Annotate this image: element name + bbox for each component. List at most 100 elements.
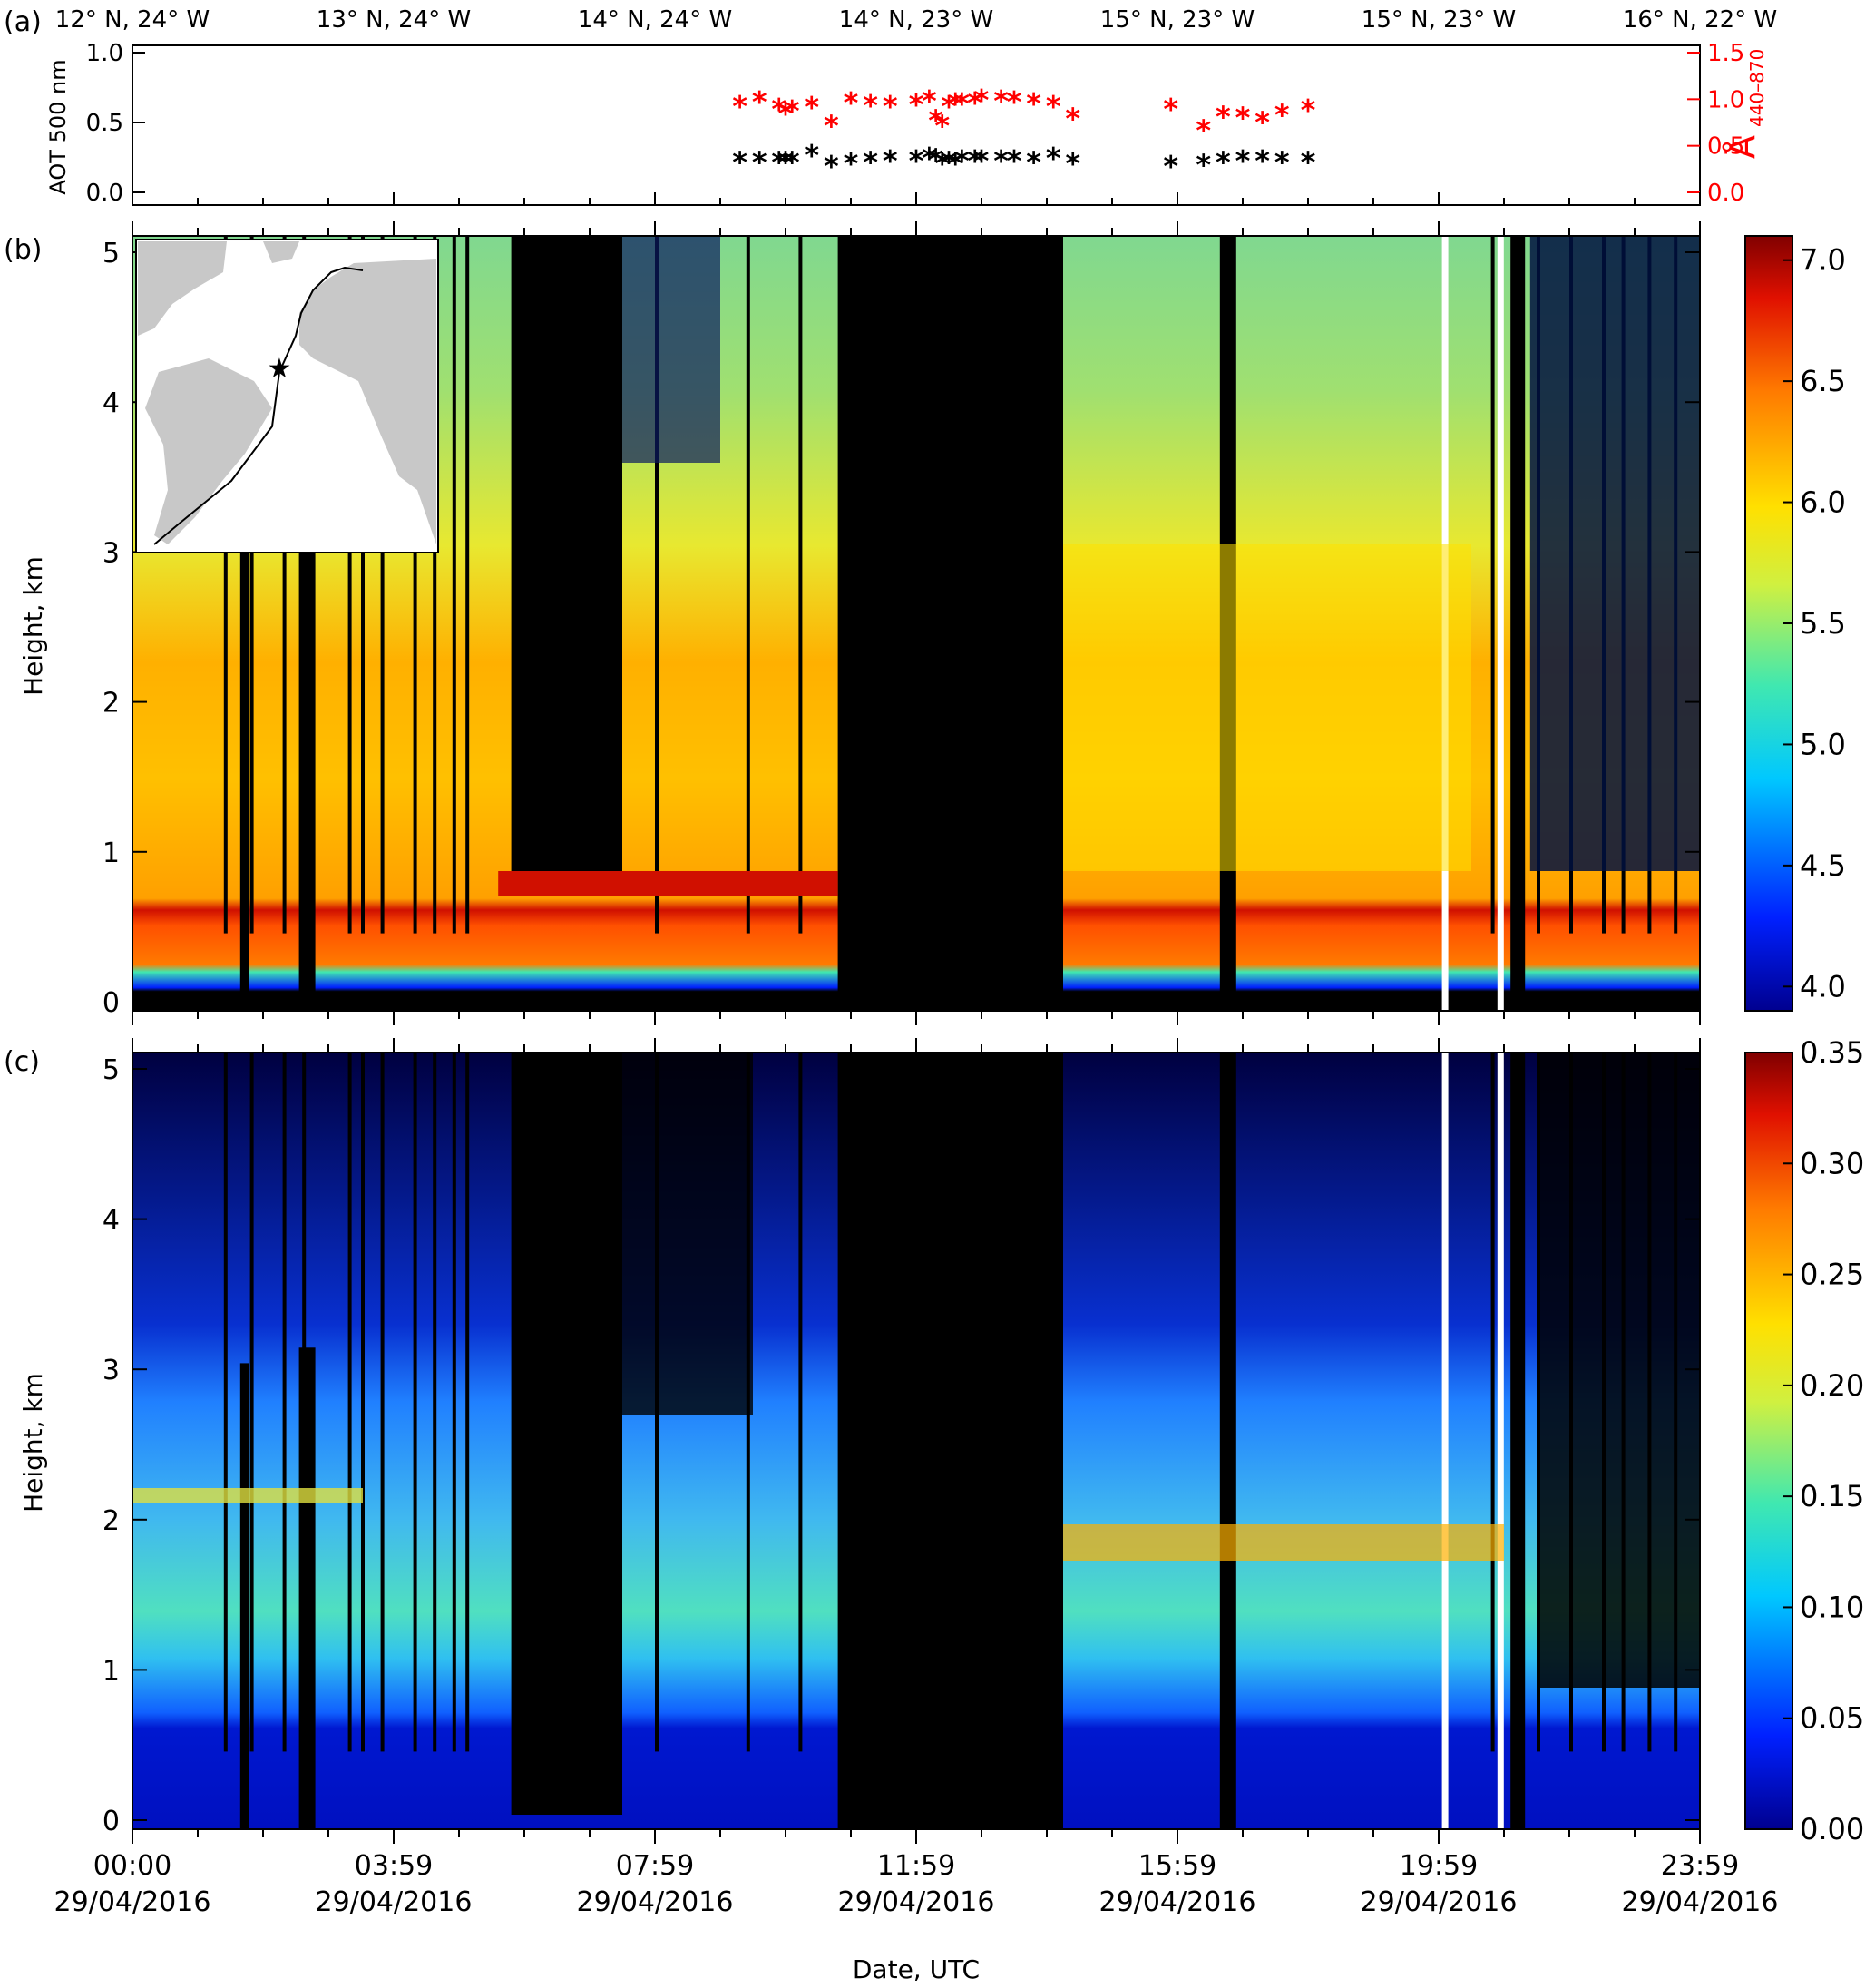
nodata-line bbox=[1510, 236, 1526, 1011]
nodata-line bbox=[361, 1053, 365, 1752]
nodata-line bbox=[1219, 1053, 1236, 1829]
angstrom-point: * bbox=[863, 88, 878, 122]
panel-label-b: (b) bbox=[4, 234, 42, 266]
panel-b-ticks: 0 1 2 3 4 5 bbox=[103, 221, 1701, 1025]
top-position-label: 16° N, 22° W bbox=[1623, 6, 1777, 34]
colorbar-tick-label: 0.05 bbox=[1800, 1701, 1864, 1736]
angstrom-point: * bbox=[844, 85, 859, 120]
angstrom-point: * bbox=[1163, 93, 1178, 127]
aot-point: * bbox=[1255, 144, 1270, 179]
angstrom-point: * bbox=[883, 90, 898, 124]
angstrom-point: * bbox=[785, 94, 800, 129]
aot-point: * bbox=[948, 147, 963, 181]
panel-a-ticks: 0.0 0.5 1.0 0.0 0.5 1.0 1.5 bbox=[86, 40, 1745, 207]
nodata-line bbox=[361, 236, 365, 934]
nodata-line bbox=[433, 1053, 437, 1752]
y-tick-label: 0 bbox=[103, 1806, 120, 1837]
y-tick-label: 2 bbox=[103, 688, 120, 720]
nodata-line bbox=[413, 1053, 417, 1752]
nodata-line bbox=[298, 530, 316, 1011]
data-gap bbox=[1497, 1053, 1504, 1829]
aot-point: * bbox=[1046, 142, 1061, 176]
colorbar-tick-label: 5.5 bbox=[1800, 606, 1846, 641]
angstrom-subscript: 440–870 bbox=[1746, 49, 1768, 127]
date-tick-label: 29/04/2016 bbox=[316, 1886, 473, 1918]
angstrom-point: * bbox=[771, 93, 786, 127]
top-position-label: 12° N, 24° W bbox=[55, 6, 210, 34]
nodata-line bbox=[249, 236, 254, 934]
panel-a-right-ylabel: Å 440–870 bbox=[1723, 49, 1768, 159]
aot-point: * bbox=[954, 144, 970, 179]
aot-point: * bbox=[863, 145, 878, 180]
position-star-icon: ★ bbox=[268, 353, 292, 385]
time-tick-label: 15:59 bbox=[1138, 1850, 1216, 1882]
y-tick-label: 4 bbox=[103, 387, 120, 419]
nodata-line bbox=[223, 236, 228, 934]
y2-tick-label: 0.0 bbox=[1707, 180, 1744, 207]
angstrom-point: * bbox=[909, 87, 924, 122]
y-tick-label: 3 bbox=[103, 1355, 120, 1386]
dust-layer bbox=[1063, 544, 1471, 871]
nodata-line bbox=[380, 236, 385, 934]
angstrom-symbol: Å bbox=[1723, 135, 1763, 159]
angstrom-point: * bbox=[804, 91, 819, 125]
nodata-line bbox=[433, 236, 437, 934]
colorbar-c-ticks: 0.00 0.05 0.10 0.15 0.20 0.25 0.30 0.35 bbox=[1783, 1035, 1864, 1846]
nodata-line bbox=[282, 1053, 287, 1752]
colorbar-tick-label: 6.0 bbox=[1800, 485, 1846, 520]
nodata-line bbox=[1490, 1053, 1495, 1752]
date-tick-label: 29/04/2016 bbox=[1361, 1886, 1518, 1918]
aot-point: * bbox=[974, 144, 990, 179]
y-tick-label: 0.5 bbox=[86, 110, 123, 137]
y-tick-label: 0 bbox=[103, 987, 120, 1019]
y-tick-label: 2 bbox=[103, 1505, 120, 1537]
colorbar-tick-label: 6.5 bbox=[1800, 364, 1846, 398]
panel-a-frame bbox=[132, 44, 1701, 206]
angstrom-point: * bbox=[1007, 84, 1022, 119]
y-tick-label: 1 bbox=[103, 1655, 120, 1687]
colorbar-b-ticks: 4.0 4.5 5.0 5.5 6.0 6.5 7.0 bbox=[1783, 243, 1846, 1004]
aot-point: * bbox=[752, 145, 767, 180]
nodata-line bbox=[746, 236, 750, 934]
nodata-region bbox=[1537, 1053, 1700, 1688]
angstrom-point: * bbox=[974, 83, 990, 117]
panel-label-a: (a) bbox=[4, 6, 42, 38]
nodata-region bbox=[511, 1053, 622, 1815]
date-tick-label: 29/04/2016 bbox=[54, 1886, 211, 1918]
nodata-block bbox=[837, 1053, 1063, 1829]
colorbar-tick-label: 0.00 bbox=[1800, 1812, 1864, 1846]
nodata-region bbox=[622, 1053, 753, 1415]
y-tick-label: 4 bbox=[103, 1205, 120, 1237]
colorbar-tick-label: 0.25 bbox=[1800, 1258, 1864, 1292]
angstrom-point: * bbox=[934, 109, 950, 143]
angstrom-point: * bbox=[1274, 98, 1290, 132]
colorbar-tick-label: 0.20 bbox=[1800, 1368, 1864, 1403]
top-position-labels: 12° N, 24° W 13° N, 24° W 14° N, 24° W 14° … bbox=[55, 6, 1777, 34]
y-tick-label: 5 bbox=[103, 238, 120, 269]
aot-point: * bbox=[922, 142, 937, 176]
y-tick-label: 0.0 bbox=[86, 180, 123, 207]
colorbar-tick-label: 0.10 bbox=[1800, 1590, 1864, 1624]
noise-region bbox=[622, 236, 720, 463]
aot-point: * bbox=[1216, 145, 1231, 180]
angstrom-point: * bbox=[1216, 100, 1231, 134]
aot-point: * bbox=[883, 144, 898, 179]
colorbar-tick-label: 4.0 bbox=[1800, 969, 1846, 1004]
colorbar-tick-label: 0.30 bbox=[1800, 1146, 1864, 1180]
angstrom-point: * bbox=[1196, 113, 1211, 148]
colorbar-tick-label: 5.0 bbox=[1800, 727, 1846, 761]
angstrom-point: * bbox=[942, 90, 957, 124]
colorbar-tick-label: 7.0 bbox=[1800, 243, 1846, 278]
aot-point: * bbox=[844, 147, 859, 181]
colorbar-c bbox=[1744, 1052, 1793, 1830]
aot-point: * bbox=[909, 144, 924, 179]
aot-point: * bbox=[1065, 147, 1080, 181]
south-america-shape bbox=[145, 358, 272, 544]
angstrom-point: * bbox=[1255, 105, 1270, 140]
panel-a-ylabel: AOT 500 nm bbox=[45, 59, 71, 194]
angstrom-point: * bbox=[1301, 93, 1316, 128]
colorbar-tick-label: 0.35 bbox=[1800, 1035, 1864, 1070]
data-gap bbox=[1441, 1053, 1449, 1829]
dust-layer bbox=[132, 1488, 363, 1503]
